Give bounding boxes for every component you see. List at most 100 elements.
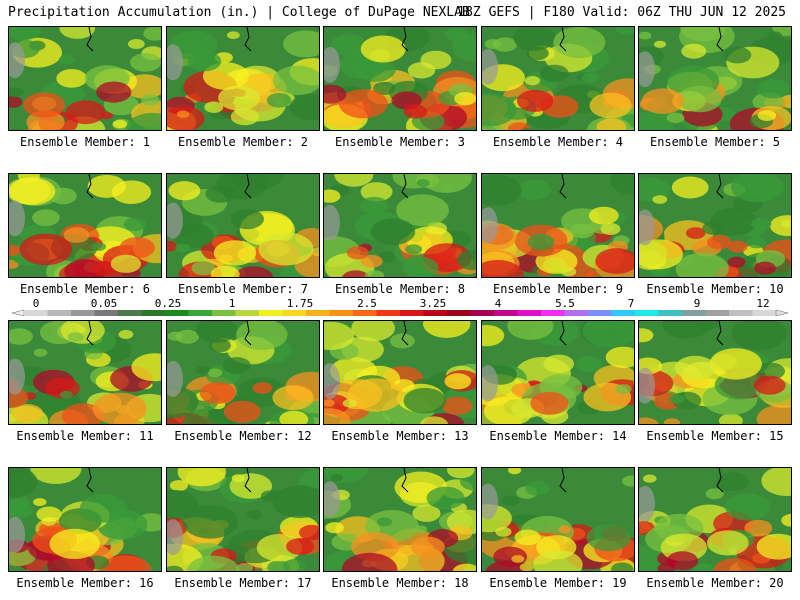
colorbar-segment (517, 310, 542, 316)
precip-field (9, 27, 161, 130)
colorbar-segment (141, 310, 166, 316)
colorbar-segment (705, 310, 730, 316)
precip-field (167, 321, 319, 424)
ensemble-panel (481, 320, 635, 425)
colorbar-arrow-right (775, 309, 788, 317)
colorbar-tick-label: 1.75 (286, 297, 314, 310)
ensemble-member-label: Ensemble Member: 19 (489, 576, 627, 590)
ensemble-member-label: Ensemble Member: 5 (649, 135, 781, 149)
colorbar-tick-label: 12 (756, 297, 770, 310)
ensemble-member-label: Ensemble Member: 17 (174, 576, 312, 590)
precip-field (324, 174, 476, 277)
ensemble-member-label: Ensemble Member: 4 (492, 135, 624, 149)
colorbar-tick-label: 7 (627, 297, 635, 310)
ensemble-panel (638, 320, 792, 425)
ensemble-member-label: Ensemble Member: 11 (16, 429, 154, 443)
colorbar-segment (329, 310, 354, 316)
colorbar-segment (658, 310, 683, 316)
ensemble-member-label: Ensemble Member: 9 (492, 282, 624, 296)
ensemble-panel (481, 173, 635, 278)
ensemble-panel (8, 173, 162, 278)
model-valid-time: 18Z GEFS | F180 Valid: 06Z THU JUN 12 20… (457, 5, 786, 20)
ensemble-panel (323, 320, 477, 425)
colorbar-segment (564, 310, 589, 316)
precip-field (482, 321, 634, 424)
precip-field (639, 321, 791, 424)
colorbar-tick-label: 4 (494, 297, 502, 310)
precip-field (482, 468, 634, 571)
colorbar-segment (400, 310, 424, 316)
precip-field (324, 468, 476, 571)
colorbar-segment (376, 310, 401, 316)
colorbar-segment (447, 310, 471, 316)
colorbar-tick-label: 9 (693, 297, 701, 310)
colorbar-segment (212, 310, 236, 316)
ensemble-panel (323, 26, 477, 131)
colorbar-segment (282, 310, 307, 316)
colorbar-segment (71, 310, 95, 316)
colorbar-tick-label: 2.5 (357, 297, 377, 310)
ensemble-panel (166, 26, 320, 131)
colorbar-segment (752, 310, 777, 316)
colorbar-segment (47, 310, 72, 316)
colorbar-segment (24, 310, 48, 316)
colorbar-segment (94, 310, 119, 316)
colorbar-segment (306, 310, 330, 316)
ensemble-member-label: Ensemble Member: 14 (489, 429, 627, 443)
ensemble-panel (166, 173, 320, 278)
ensemble-member-label: Ensemble Member: 20 (646, 576, 784, 590)
precip-field (9, 321, 161, 424)
precip-field (639, 27, 791, 130)
ensemble-member-label: Ensemble Member: 12 (174, 429, 312, 443)
precip-field (482, 27, 634, 130)
ensemble-member-label: Ensemble Member: 10 (646, 282, 784, 296)
ensemble-member-label: Ensemble Member: 6 (19, 282, 151, 296)
ensemble-panel (166, 320, 320, 425)
ensemble-member-label: Ensemble Member: 7 (177, 282, 309, 296)
colorbar-segment (353, 310, 377, 316)
precip-field (482, 174, 634, 277)
colorbar-segment (188, 310, 213, 316)
ensemble-panel (638, 173, 792, 278)
ensemble-panel (8, 320, 162, 425)
colorbar-segment (729, 310, 753, 316)
colorbar-tick-label: 3.25 (419, 297, 447, 310)
ensemble-member-label: Ensemble Member: 8 (334, 282, 466, 296)
colorbar-segment (118, 310, 142, 316)
precip-field (167, 468, 319, 571)
ensemble-member-label: Ensemble Member: 13 (331, 429, 469, 443)
precip-field (324, 27, 476, 130)
ensemble-panel (638, 467, 792, 572)
ensemble-panel (8, 467, 162, 572)
colorbar-segment (165, 310, 189, 316)
colorbar-segment (588, 310, 612, 316)
ensemble-member-label: Ensemble Member: 16 (16, 576, 154, 590)
ensemble-panel (323, 173, 477, 278)
colorbar-segment (235, 310, 260, 316)
precip-field (639, 174, 791, 277)
ensemble-panel (638, 26, 792, 131)
precip-field (167, 27, 319, 130)
colorbar-tick-label: 0.25 (154, 297, 182, 310)
colorbar-arrow-left (12, 309, 25, 317)
colorbar-segment (611, 310, 636, 316)
ensemble-member-label: Ensemble Member: 1 (19, 135, 151, 149)
precip-field (324, 321, 476, 424)
ensemble-member-label: Ensemble Member: 18 (331, 576, 469, 590)
colorbar-tick-label: 0 (32, 297, 40, 310)
precip-field (9, 468, 161, 571)
colorbar-segment (259, 310, 283, 316)
colorbar-tick-label: 1 (228, 297, 236, 310)
precip-colorbar (12, 309, 788, 317)
ensemble-member-label: Ensemble Member: 3 (334, 135, 466, 149)
ensemble-panel (166, 467, 320, 572)
ensemble-panel (8, 26, 162, 131)
colorbar-tick-label: 0.05 (90, 297, 118, 310)
precip-field (639, 468, 791, 571)
ensemble-panel (481, 467, 635, 572)
colorbar-segment (494, 310, 518, 316)
ensemble-panel (323, 467, 477, 572)
precip-field (9, 174, 161, 277)
colorbar-segment (682, 310, 706, 316)
colorbar-segment (470, 310, 495, 316)
